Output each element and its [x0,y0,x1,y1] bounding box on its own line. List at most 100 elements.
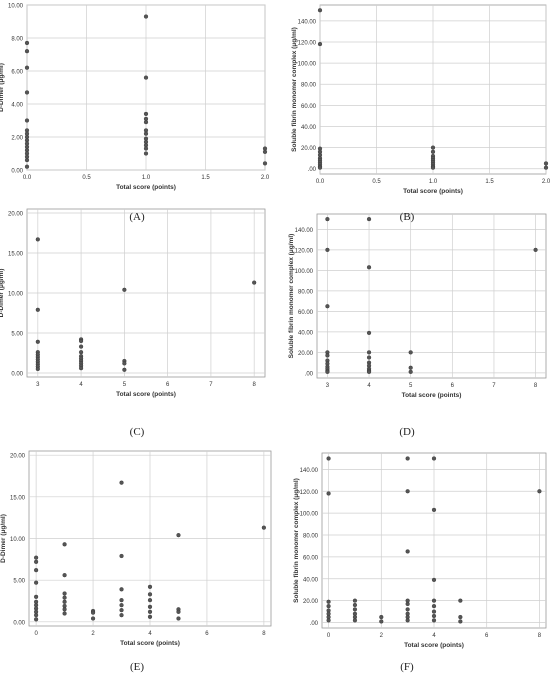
data-point [147,584,153,589]
data-point [143,75,149,80]
data-point [62,591,67,596]
data-point [119,603,124,608]
y-tick-label: 140.00 [298,19,317,25]
data-point [24,49,30,54]
x-tick-label: 2 [380,633,384,639]
data-point [62,542,67,547]
y-axis-title: Soluble fibrin monomer complex (μg/ml) [291,27,298,152]
data-point [147,614,153,619]
x-tick-label: 4 [79,382,83,388]
data-point [317,8,323,13]
data-point [326,618,331,623]
y-tick-label: 20.00 [8,212,24,218]
y-tick-label: 0.00 [11,372,23,378]
data-point [24,118,30,123]
data-point [62,573,67,578]
y-tick-label: 15.00 [8,252,24,258]
x-tick-label: 0.5 [372,179,381,185]
data-point [405,456,410,461]
data-point [24,164,30,169]
data-point [352,602,358,608]
data-point [35,366,40,372]
data-point [119,613,124,618]
x-tick-label: 1.0 [142,175,151,181]
data-point [24,158,30,163]
x-tick-label: 5 [409,383,413,389]
x-tick-label: 8 [262,631,266,637]
chart-panel-f: .00 20.00 40.00 60.00 80.00 100.00 120.00 140.0… [293,452,547,649]
y-tick-label: 10.00 [8,4,24,10]
x-tick-label: 8 [253,382,257,388]
panel-label-d: (D) [399,426,415,438]
x-tick-label: 0.0 [316,179,325,185]
data-point [366,217,372,222]
y-tick-label: 8.00 [11,37,23,43]
data-point [405,607,410,612]
data-point [366,350,372,355]
data-point [431,507,437,512]
data-point [430,165,436,170]
data-point [326,456,331,461]
x-tick-label: 3 [36,382,40,388]
y-tick-label: 4.00 [11,103,23,109]
data-point [78,366,84,371]
data-point [24,40,30,46]
panel-label-e: (E) [129,661,145,673]
data-point [458,598,463,603]
data-point [119,598,124,603]
data-point [352,607,358,612]
data-point [119,587,124,592]
data-point [317,165,323,170]
y-tick-label: 20.00 [10,454,26,460]
x-axis-title: Total score (points) [402,392,462,399]
data-point [543,161,549,166]
data-point [143,131,149,136]
chart-panel-a: 0.00 2.00 4.00 6.00 8.00 10.00 0.0 0.5 1.0 1.5 2.0… [0,4,270,192]
data-point [405,549,410,554]
data-point [143,151,149,156]
y-tick-label: 100.00 [298,62,317,68]
data-point [90,610,96,615]
panel-label-f: (F) [400,661,414,673]
y-tick-label: .00 [310,621,319,627]
y-tick-label: 120.00 [300,490,319,496]
y-tick-label: 5.00 [13,579,25,585]
data-point [62,611,67,616]
x-tick-label: 1.0 [429,179,438,185]
y-tick-label: 60.00 [303,555,319,561]
data-point [326,599,331,604]
y-axis-title: D-Dimer (μg/ml) [0,269,5,318]
data-point [325,353,330,358]
data-point [405,601,410,607]
data-point [352,598,358,603]
data-point [62,595,67,600]
y-axis-title: Soluble fibrin monomer complex (μg/ml) [293,478,300,603]
data-point [176,609,181,614]
data-point [430,145,436,150]
data-point [143,146,149,151]
y-tick-label: 40.00 [303,577,319,583]
x-tick-label: 2.0 [542,179,550,185]
data-point [176,533,181,538]
data-point [147,604,153,609]
data-point [147,592,153,597]
x-tick-label: 0 [327,633,331,639]
data-point [431,577,437,582]
y-tick-label: 15.00 [10,495,26,501]
x-axis-title: Total score (points) [120,640,180,647]
y-tick-label: 100.00 [295,269,314,275]
x-tick-label: 4 [148,631,152,637]
data-point [405,489,410,494]
x-tick-label: 3 [326,383,330,389]
chart-panel-c: 0.00 5.00 10.00 15.00 20.00 3 4 5 6 7 8 Total score… [0,208,266,398]
data-point [62,607,67,612]
y-tick-label: 0.00 [13,620,25,626]
x-tick-label: 8 [538,633,542,639]
data-point [533,247,538,252]
data-point [34,568,39,573]
y-tick-label: 10.00 [10,537,26,543]
data-point [325,247,330,252]
data-point [431,604,437,609]
